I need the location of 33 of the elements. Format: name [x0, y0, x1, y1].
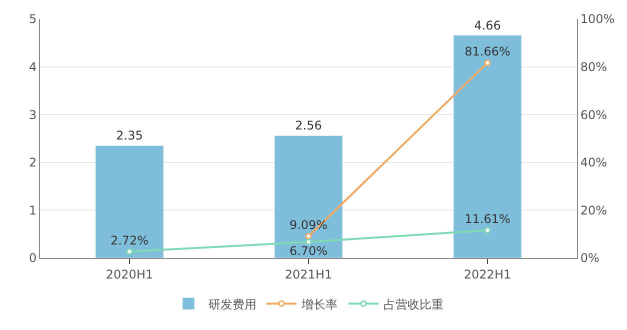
y-tick-label: 3 — [28, 108, 37, 122]
y2-tick-label: 20% — [580, 203, 608, 218]
bar — [274, 135, 343, 258]
x-tick-label: 2020H1 — [106, 267, 154, 282]
y2-tick-label: 60% — [580, 108, 608, 122]
y-tick-label: 5 — [28, 12, 37, 26]
data-label: 4.66 — [474, 18, 501, 32]
data-label: 11.61% — [464, 212, 510, 226]
data-label: 81.66% — [464, 44, 510, 59]
y2-tick-label: 80% — [580, 60, 608, 74]
point — [305, 238, 312, 246]
data-label: 2.72% — [110, 233, 149, 248]
bar — [453, 35, 522, 258]
point — [305, 233, 312, 240]
y2-tick-label: 100% — [580, 12, 615, 26]
bar — [95, 145, 164, 258]
y-tick-label: 4 — [28, 60, 37, 74]
x-tick-label: 2021H1 — [284, 267, 332, 282]
data-label: 6.70% — [289, 244, 328, 258]
legend-label: 增长率 — [300, 297, 338, 312]
y-tick-label: 1 — [28, 203, 37, 218]
y-tick-label: 2 — [28, 156, 37, 170]
x-tick-label: 2022H1 — [464, 267, 512, 282]
y2-tick-label: 0% — [580, 251, 600, 266]
legend-label: 占营收比重 — [384, 297, 444, 312]
point — [126, 248, 133, 255]
y-tick-label: 0 — [28, 251, 37, 266]
data-label: 2.35 — [116, 128, 143, 143]
legend-label: 研发费用 — [208, 297, 256, 312]
data-label: 2.56 — [295, 118, 322, 133]
point — [484, 60, 491, 66]
point — [484, 227, 491, 234]
y2-tick-label: 40% — [580, 156, 608, 170]
